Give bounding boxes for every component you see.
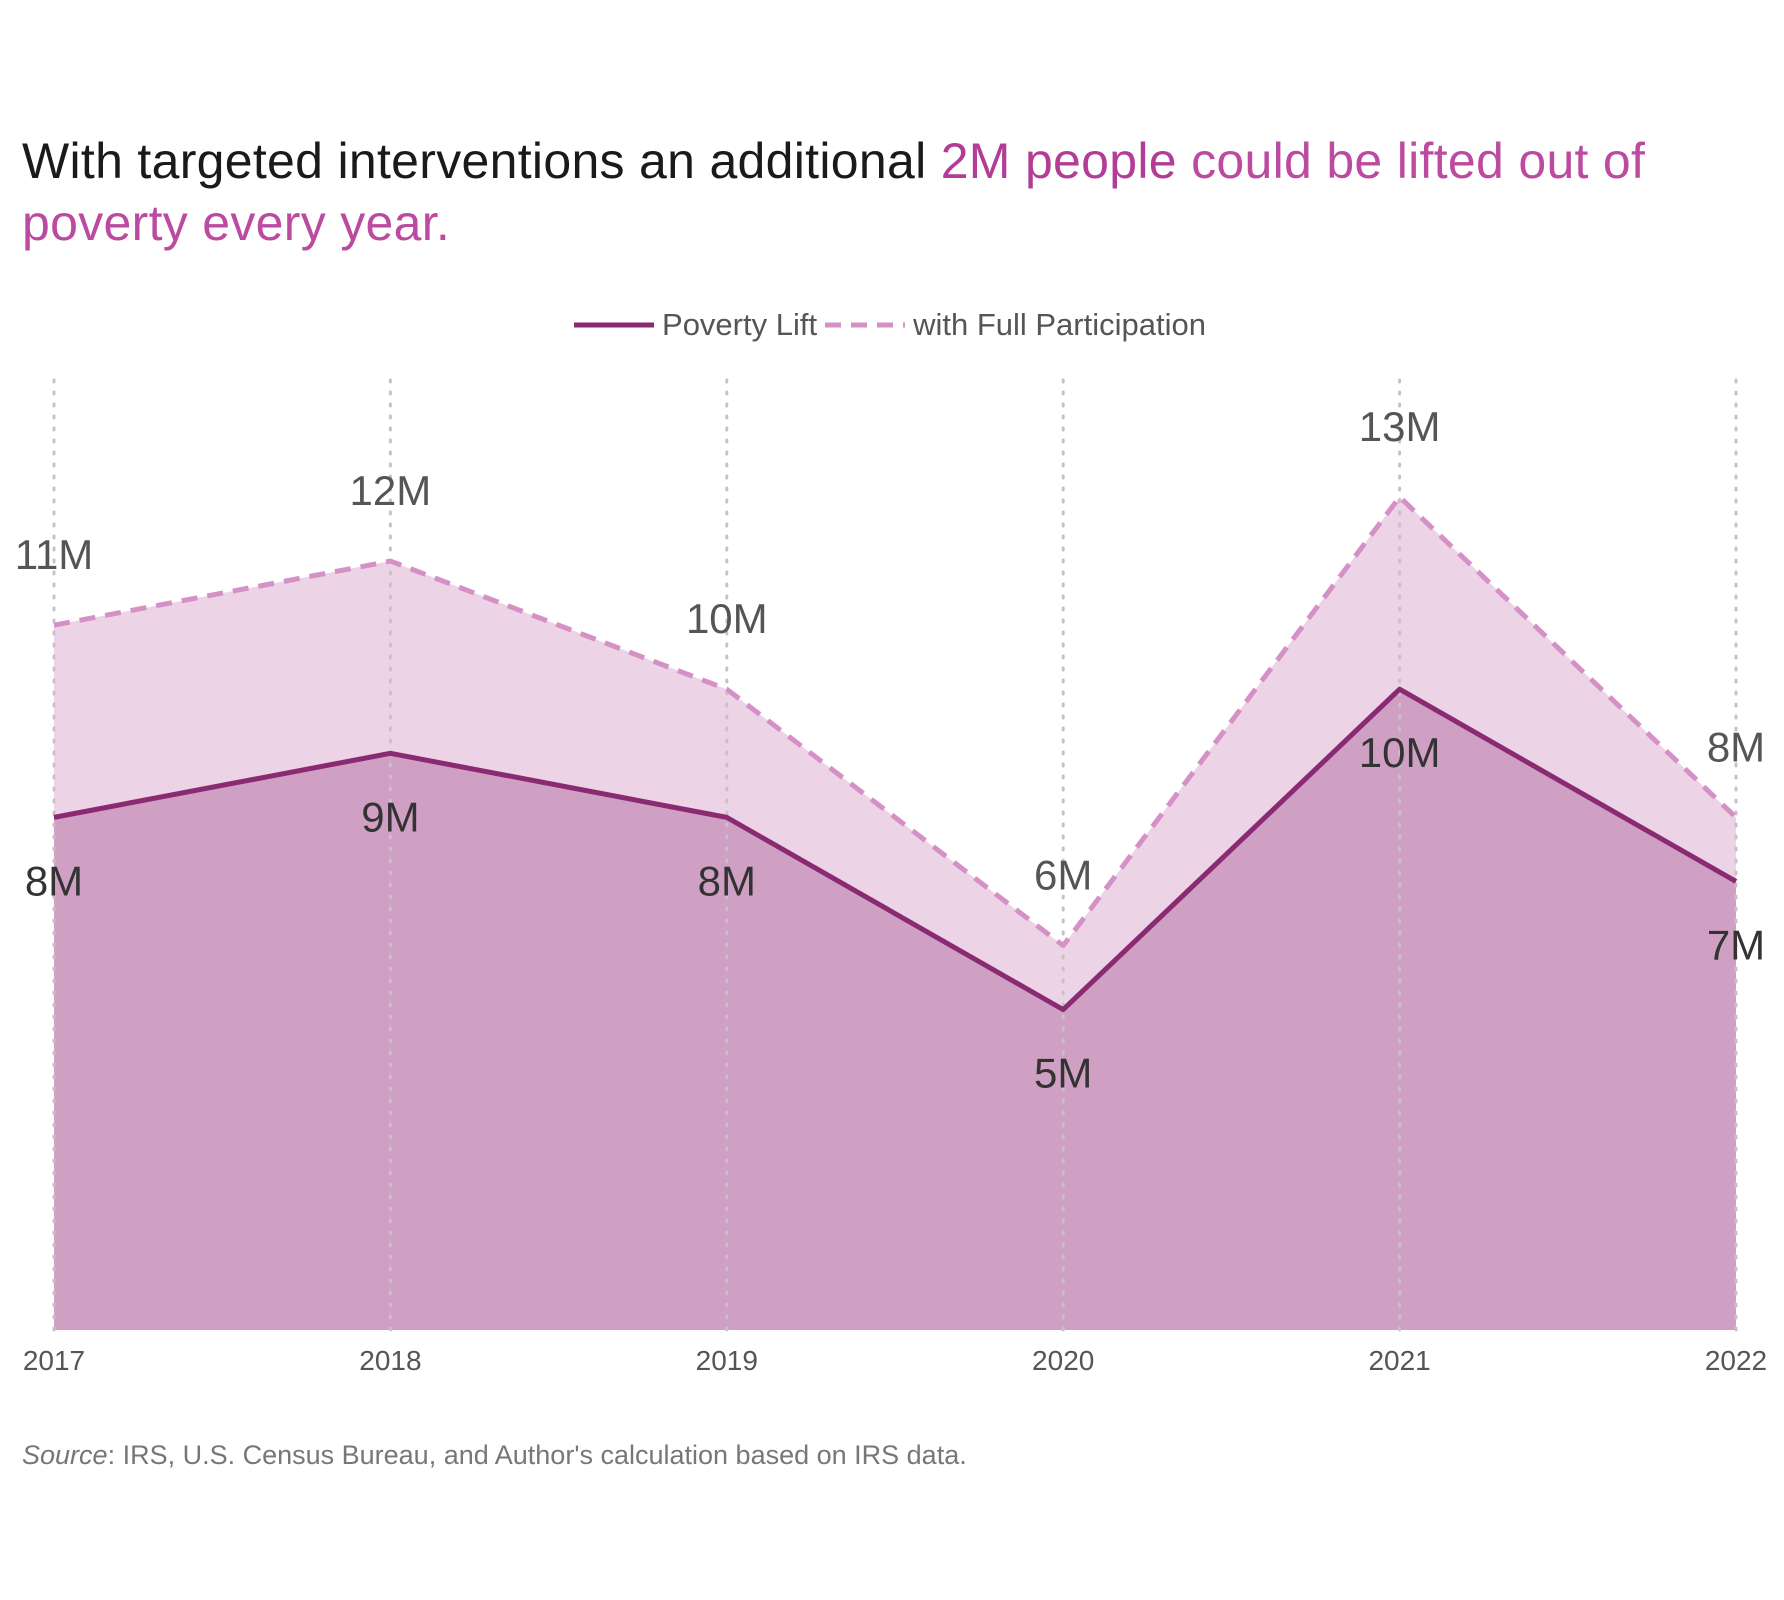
data-label-poverty-2020: 5M [1034,1050,1092,1097]
data-label-full-2021: 13M [1359,403,1441,450]
title-highlight: 2M people [940,133,1177,189]
x-tick-2022: 2022 [1705,1345,1767,1376]
data-label-full-2018: 12M [350,467,432,514]
data-label-poverty-2018: 9M [361,793,419,840]
legend-label-poverty-lift: Poverty Lift [662,307,818,342]
data-label-full-2017: 11M [15,531,94,578]
x-tick-2021: 2021 [1368,1345,1430,1376]
data-label-full-2019: 10M [686,595,768,642]
source-note: Source: IRS, U.S. Census Bureau, and Aut… [22,1440,967,1471]
data-label-full-2022: 8M [1707,723,1765,770]
legend-item-full-participation: with Full Participation [823,307,1212,343]
poverty-lift-line [53,686,1738,1013]
x-tick-2017: 2017 [23,1345,85,1376]
legend: Poverty Lift with Full Participation [0,300,1784,350]
x-tick-2020: 2020 [1032,1345,1094,1376]
source-label: Source [22,1440,108,1470]
x-tick-2018: 2018 [359,1345,421,1376]
chart-title: With targeted interventions an additiona… [22,130,1762,254]
data-label-poverty-2022: 7M [1707,921,1765,968]
data-label-full-2020: 6M [1034,852,1092,899]
source-text: : IRS, U.S. Census Bureau, and Author's … [107,1440,967,1470]
data-label-poverty-2017: 8M [25,857,83,904]
data-label-poverty-2019: 8M [698,857,756,904]
legend-swatch-dashed [825,322,906,328]
x-tick-2019: 2019 [696,1345,758,1376]
title-text-part2: could be lifted out of poverty every yea… [22,133,1646,251]
legend-label-full-participation: with Full Participation [913,307,1206,342]
legend-swatch-solid [574,322,655,328]
legend-item-poverty-lift: Poverty Lift [572,307,823,343]
data-label-poverty-2021: 10M [1359,729,1441,776]
poverty-lift-area [54,689,1736,1330]
full-participation-line [53,494,1738,949]
title-text-part1: With targeted interventions an additiona… [22,133,941,189]
